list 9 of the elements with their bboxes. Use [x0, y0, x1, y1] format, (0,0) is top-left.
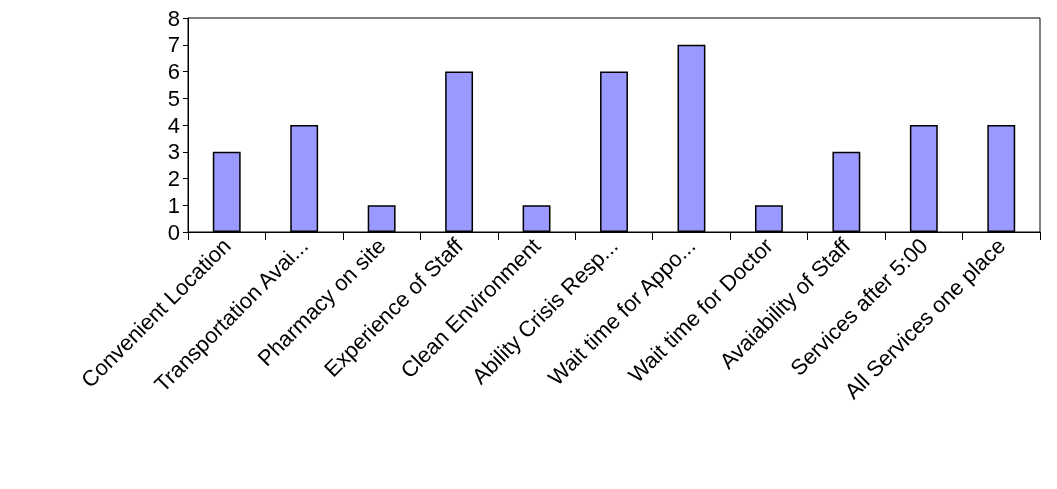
- y-tick-label: 3: [167, 139, 180, 165]
- y-tick-label: 2: [167, 166, 180, 191]
- y-tick-label: 8: [167, 5, 180, 31]
- y-tick-label: 1: [167, 192, 180, 218]
- y-tick-label: 5: [167, 85, 180, 111]
- y-tick-label: 0: [167, 219, 180, 245]
- y-tick-label: 6: [167, 59, 180, 84]
- y-tick-label: 4: [167, 112, 180, 138]
- y-tick-label: 7: [167, 32, 180, 58]
